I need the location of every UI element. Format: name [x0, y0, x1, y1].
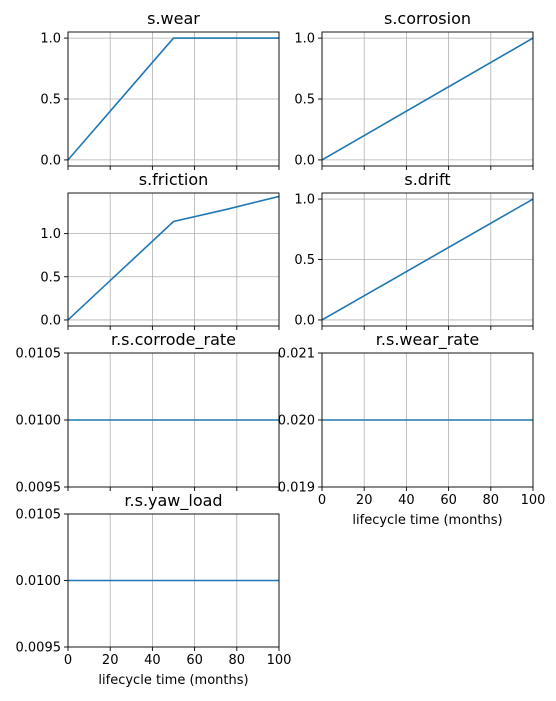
x-tick-label: 20: [356, 493, 373, 508]
x-tick-label: 0: [318, 493, 326, 508]
x-axis-label: lifecycle time (months): [352, 513, 502, 528]
y-tick-label: 0.0105: [16, 347, 62, 362]
y-tick-label: 0.0: [294, 153, 315, 168]
y-tick-label: 0.0: [40, 153, 61, 168]
subplot-title: s.drift: [404, 170, 450, 189]
y-tick-label: 0.5: [294, 253, 315, 268]
y-tick-label: 0.019: [278, 481, 315, 496]
y-tick-label: 0.021: [278, 347, 315, 362]
y-tick-label: 0.0100: [16, 414, 62, 429]
y-tick-label: 0.5: [40, 270, 61, 285]
subplot-title: r.s.wear_rate: [376, 330, 479, 350]
y-tick-label: 0.020: [278, 414, 315, 429]
x-tick-label: 100: [267, 653, 292, 668]
subplot-title: r.s.yaw_load: [124, 491, 222, 511]
series-line: [322, 198, 533, 321]
series-line: [68, 37, 279, 161]
x-axis-label: lifecycle time (months): [98, 673, 248, 688]
subplot-title: r.s.corrode_rate: [111, 330, 236, 350]
subplot-4: 0.0 0.5 1.0 s.drift: [294, 170, 534, 330]
subplot-2: 0.0 0.5 1.0 s.corrosion: [294, 9, 534, 170]
x-tick-label: 80: [229, 653, 246, 668]
y-tick-label: 0.5: [40, 93, 61, 108]
y-tick-label: 0.0095: [16, 641, 62, 656]
subplot-title: s.friction: [139, 170, 209, 189]
x-tick-label: 100: [521, 493, 546, 508]
y-tick-label: 1.0: [294, 32, 315, 47]
y-tick-label: 0.5: [294, 93, 315, 108]
subplot-7: 0 20 40 60 80 100 0.0095 0.0100 0.0105 r.s.yaw_lo…: [16, 491, 292, 688]
x-tick-label: 80: [483, 493, 500, 508]
y-tick-label: 0.0: [40, 313, 61, 328]
y-tick-label: 1.0: [294, 193, 315, 208]
x-tick-label: 60: [186, 653, 203, 668]
x-tick-label: 60: [440, 493, 457, 508]
x-tick-label: 40: [398, 493, 415, 508]
x-tick-label: 40: [144, 653, 161, 668]
x-tick-label: 0: [64, 653, 72, 668]
subplot-5: 0.0095 0.0100 0.0105 r.s.corrode_rate: [16, 330, 280, 496]
y-tick-label: 0.0: [294, 313, 315, 328]
y-tick-label: 0.0095: [16, 481, 62, 496]
y-tick-label: 1.0: [40, 32, 61, 47]
subplot-3: 0.0 0.5 1.0 s.friction: [40, 170, 280, 330]
y-tick-label: 0.0100: [16, 574, 62, 589]
subplot-6: 0 20 40 60 80 100 0.019 0.020 0.021 r.s.wear_rate…: [278, 330, 546, 528]
subplot-title: s.wear: [147, 9, 200, 28]
series-line: [322, 37, 533, 161]
subplot-1: 0.0 0.5 1.0 s.wear: [40, 9, 280, 170]
x-tick-label: 20: [102, 653, 119, 668]
subplot-title: s.corrosion: [384, 9, 471, 28]
y-tick-label: 0.0105: [16, 508, 62, 523]
y-tick-label: 1.0: [40, 227, 61, 242]
axes-frame: [67, 192, 280, 327]
series-line: [68, 195, 279, 321]
